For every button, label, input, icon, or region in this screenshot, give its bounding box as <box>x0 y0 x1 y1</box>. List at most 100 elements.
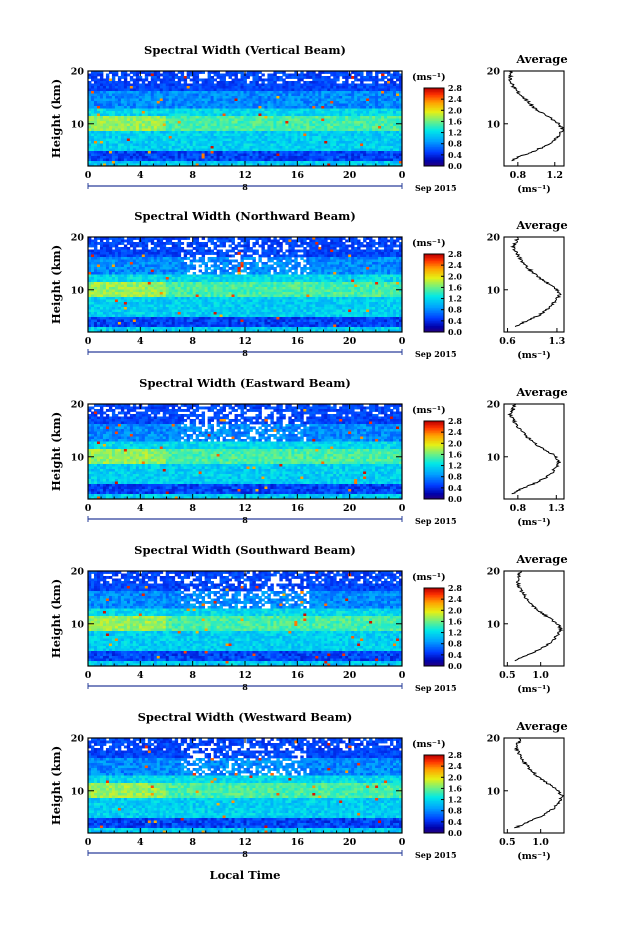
heatmap-cell <box>279 153 283 157</box>
heatmap-cell <box>132 121 137 124</box>
heatmap-cell <box>144 108 149 112</box>
heatmap-cell <box>399 237 403 240</box>
heatmap-cell <box>360 118 364 122</box>
heatmap-cell <box>282 153 286 157</box>
heatmap-cell <box>351 254 355 258</box>
heatmap-cell <box>117 88 122 92</box>
heatmap-cell <box>132 113 137 117</box>
heatmap-cell <box>300 116 304 119</box>
heatmap-cell <box>312 138 316 142</box>
heatmap-cell <box>159 244 164 248</box>
heatmap-cell <box>363 131 367 134</box>
heatmap-cell <box>198 96 203 99</box>
heatmap-cell <box>183 237 188 240</box>
heatmap-cell <box>168 141 173 144</box>
heatmap-cell <box>168 118 173 122</box>
heatmap-cell <box>330 108 334 112</box>
heatmap-cell <box>165 247 170 250</box>
heatmap-cell <box>342 73 346 77</box>
heatmap-cell <box>282 131 286 134</box>
heatmap-cell <box>315 78 319 82</box>
heatmap-cell <box>336 161 340 164</box>
heatmap-cell <box>366 91 370 94</box>
heatmap-cell <box>174 91 179 94</box>
heatmap-cell <box>240 81 244 84</box>
heatmap-cell <box>129 108 134 112</box>
heatmap-cell <box>144 156 149 159</box>
heatmap-cell <box>153 151 158 154</box>
heatmap-cell <box>339 242 343 245</box>
heatmap-cell <box>156 138 161 142</box>
heatmap-cell <box>105 161 110 164</box>
heatmap-cell <box>171 141 176 144</box>
heatmap-cell <box>204 128 209 132</box>
heatmap-cell <box>88 103 92 107</box>
heatmap-cell <box>93 76 98 79</box>
heatmap-cell <box>375 156 379 159</box>
heatmap-cell <box>297 126 301 129</box>
heatmap-cell <box>378 96 382 99</box>
heatmap-cell <box>354 93 358 97</box>
heatmap-cell <box>99 73 104 77</box>
heatmap-cell <box>186 113 191 117</box>
heatmap-cell <box>339 153 343 157</box>
colorbar-gradient <box>424 88 444 167</box>
heatmap-cell <box>88 262 92 265</box>
heatmap-cell <box>372 138 376 142</box>
heatmap-cell <box>240 93 244 97</box>
heatmap-cell <box>213 237 217 240</box>
heatmap-cell <box>222 116 226 119</box>
heatmap-cell <box>276 136 280 139</box>
heatmap-cell <box>336 242 340 245</box>
heatmap-cell <box>336 91 340 94</box>
heatmap-cell <box>282 103 286 107</box>
heatmap-cell <box>234 118 238 122</box>
heatmap-cell <box>141 96 146 99</box>
heatmap-cell <box>144 161 149 164</box>
heatmap-cell <box>183 146 188 149</box>
heatmap-cell <box>207 161 212 164</box>
heatmap-cell <box>228 101 232 104</box>
heatmap-cell <box>240 98 244 102</box>
colorbar-step <box>424 101 444 104</box>
heatmap-cell <box>360 91 364 94</box>
heatmap-cell <box>195 136 200 139</box>
heatmap-cell <box>123 143 128 147</box>
heatmap-cell <box>252 93 256 97</box>
heatmap-cell <box>354 143 358 147</box>
heatmap-cell <box>213 138 217 142</box>
heatmap-cell <box>96 242 101 245</box>
heatmap-cell <box>129 242 134 245</box>
heatmap-cell <box>90 78 95 82</box>
heatmap-cell <box>390 158 394 162</box>
heatmap-cell <box>342 146 346 149</box>
heatmap-cell <box>339 262 343 265</box>
heatmap-cell <box>279 151 283 154</box>
heatmap-cell <box>216 138 220 142</box>
heatmap-cell <box>393 73 397 77</box>
heatmap-cell <box>375 252 379 255</box>
heatmap-cell <box>390 136 394 139</box>
heatmap-cell <box>375 262 379 265</box>
heatmap-cell <box>237 86 241 89</box>
heatmap-cell <box>150 262 155 265</box>
heatmap-cell <box>258 237 262 240</box>
heatmap-cell <box>333 244 337 248</box>
heatmap-cell <box>255 103 259 107</box>
heatmap-cell <box>159 98 164 102</box>
heatmap-cell <box>90 252 95 255</box>
heatmap-cell <box>384 111 388 114</box>
heatmap-cell <box>93 158 98 162</box>
heatmap-cell <box>168 262 173 265</box>
heatmap-cell <box>135 148 140 152</box>
heatmap-cell <box>360 136 364 139</box>
heatmap-cell <box>333 71 337 74</box>
heatmap-cell <box>219 262 223 265</box>
heatmap-cell <box>141 86 146 89</box>
heatmap-cell <box>345 103 349 107</box>
heatmap-cell <box>201 133 206 137</box>
heatmap-cell <box>99 151 104 154</box>
heatmap-cell <box>177 161 182 164</box>
heatmap-cell <box>249 131 253 134</box>
heatmap-cell <box>243 249 247 253</box>
